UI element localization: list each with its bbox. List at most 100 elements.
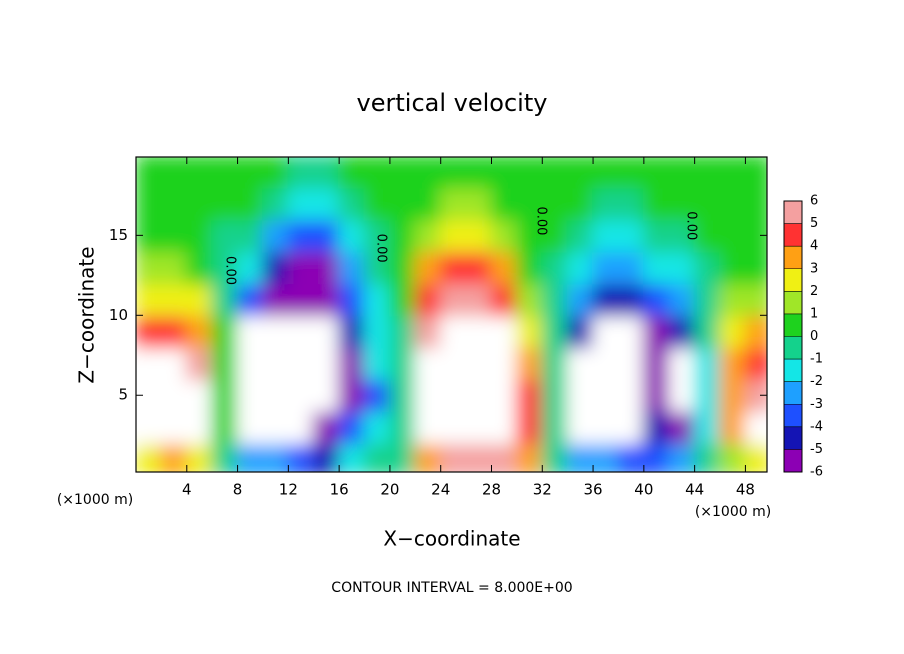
field-cell (211, 378, 239, 413)
field-cell (668, 250, 696, 285)
colorbar-swatch (784, 223, 802, 247)
field-cell (719, 186, 747, 221)
field-cell (617, 157, 645, 189)
field-cell (744, 157, 767, 189)
field-cell (592, 314, 620, 349)
field-cell (261, 410, 290, 445)
field-cell (287, 346, 315, 381)
field-cell (261, 157, 290, 189)
field-cell (236, 346, 264, 381)
field-cell (744, 378, 767, 413)
field-cell (338, 250, 366, 285)
field-cell (338, 346, 366, 381)
field-cell (363, 250, 391, 285)
field-cell (439, 442, 468, 472)
field-cell (236, 186, 264, 221)
field-cell (592, 346, 620, 381)
field-cell (414, 442, 442, 472)
field-cell (465, 410, 493, 445)
field-cell (312, 378, 341, 413)
field-cell (668, 314, 696, 349)
field-cell (363, 378, 391, 413)
field-cell (363, 346, 391, 381)
field-cell (211, 157, 239, 189)
field-cell (287, 378, 315, 413)
field-cell (541, 250, 569, 285)
field-cell (211, 250, 239, 285)
field-cell (211, 314, 239, 349)
field: 0.00 0.00 0.00 0.00 (136, 157, 767, 472)
field-cell (160, 157, 188, 189)
field-cell (719, 378, 747, 413)
y-unit: (×1000 m) (695, 504, 771, 520)
field-cell (566, 157, 595, 189)
field-cell (642, 157, 671, 189)
field-cell (668, 157, 696, 189)
colorbar-label: 1 (810, 306, 818, 321)
field-cell (136, 282, 163, 317)
field-cell (592, 282, 620, 317)
field-cell (287, 442, 315, 472)
field-cell (363, 314, 391, 349)
field-cell (439, 282, 468, 317)
field-cell (592, 410, 620, 445)
field-cell (668, 282, 696, 317)
y-tick-label: 15 (109, 226, 128, 244)
field-cell (693, 250, 722, 285)
field-cell (693, 282, 722, 317)
field-cell (185, 186, 214, 221)
field-cell (719, 218, 747, 253)
field-cell (693, 346, 722, 381)
y-tick-label: 10 (109, 306, 128, 324)
field-cell (490, 282, 518, 317)
field-cell (515, 282, 544, 317)
field-cell (388, 218, 417, 253)
field-cell (439, 346, 468, 381)
field-cell (185, 314, 214, 349)
field-cell (465, 250, 493, 285)
field-cell (261, 442, 290, 472)
field-cell (338, 442, 366, 472)
field-cell (160, 186, 188, 221)
field-cell (515, 218, 544, 253)
field-cell (465, 282, 493, 317)
colorbar-swatch (784, 313, 802, 337)
field-cell (566, 410, 595, 445)
field-cell (617, 282, 645, 317)
field-cell (617, 346, 645, 381)
x-tick-label: 28 (482, 481, 501, 499)
field-cell (515, 157, 544, 189)
field-cell (312, 410, 341, 445)
field-cell (287, 314, 315, 349)
field-cell (617, 186, 645, 221)
field-cell (693, 442, 722, 472)
field-cell (185, 378, 214, 413)
field-cell (515, 410, 544, 445)
field-cell (592, 442, 620, 472)
field-cell (261, 250, 290, 285)
field-cell (719, 346, 747, 381)
field-cell (185, 218, 214, 253)
field-cell (490, 186, 518, 221)
x-tick-label: 40 (634, 481, 653, 499)
field-cell (363, 157, 391, 189)
y-tick-label: 5 (118, 386, 128, 404)
field-cell (160, 282, 188, 317)
field-cell (236, 218, 264, 253)
field-cell (287, 410, 315, 445)
field-cell (312, 218, 341, 253)
field-cell (693, 157, 722, 189)
field-cell (668, 186, 696, 221)
colorbar-label: -6 (810, 465, 823, 480)
colorbar-swatch (784, 246, 802, 269)
field-cell (211, 282, 239, 317)
field-cell (312, 314, 341, 349)
field-cell (136, 410, 163, 445)
colorbar-label: 4 (810, 239, 818, 254)
field-cell (693, 186, 722, 221)
field-cell (515, 378, 544, 413)
field-cell (414, 157, 442, 189)
field-cell (541, 346, 569, 381)
field-cell (211, 346, 239, 381)
field-cell (261, 346, 290, 381)
